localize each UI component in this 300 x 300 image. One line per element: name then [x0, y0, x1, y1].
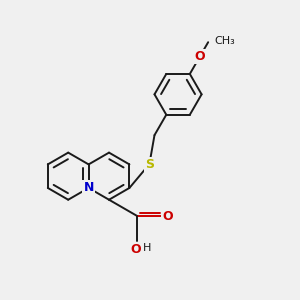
Text: O: O [130, 243, 141, 256]
Text: CH₃: CH₃ [215, 36, 236, 46]
Text: S: S [145, 158, 154, 171]
Text: N: N [83, 182, 94, 194]
Text: O: O [163, 210, 173, 223]
Text: H: H [143, 243, 152, 253]
Text: O: O [195, 50, 205, 63]
